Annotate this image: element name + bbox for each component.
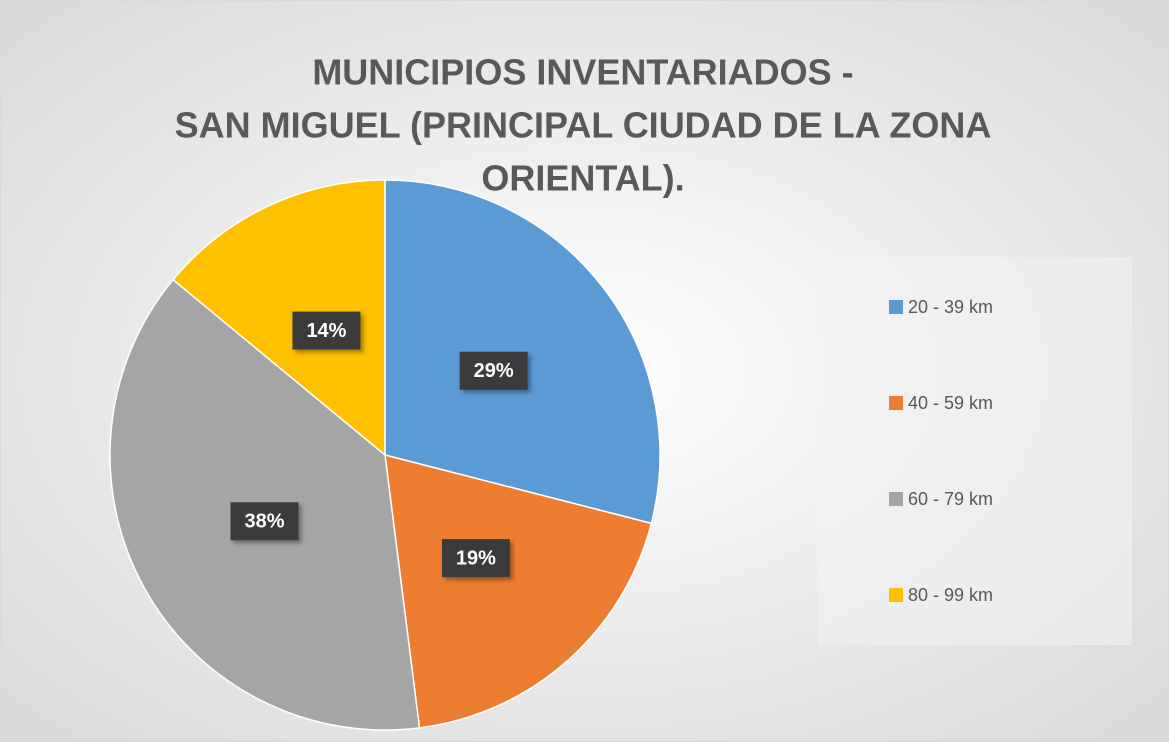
legend-box: [818, 257, 1132, 645]
pie-slice: [172, 179, 386, 457]
legend-label: 60 - 79 km: [908, 489, 993, 509]
chart-title: ORIENTAL).: [481, 158, 684, 199]
pie-slice: [384, 453, 653, 729]
chart-title: SAN MIGUEL (PRINCIPAL CIUDAD DE LA ZONA: [175, 105, 992, 146]
legend-label: 40 - 59 km: [908, 393, 993, 413]
legend-swatch: [889, 492, 903, 506]
data-label: 29%: [474, 360, 514, 382]
data-label: 14%: [306, 320, 346, 342]
legend-swatch: [889, 396, 903, 410]
data-label: 19%: [456, 547, 496, 569]
data-label-box: [459, 351, 528, 390]
legend-swatch: [889, 588, 903, 602]
data-label-box: [441, 539, 510, 578]
legend-label: 20 - 39 km: [908, 297, 993, 317]
data-label: 38%: [244, 511, 284, 533]
data-label-box: [292, 311, 361, 350]
legend-swatch: [889, 300, 903, 314]
data-label-box: [230, 502, 299, 541]
legend-label: 80 - 99 km: [908, 585, 993, 605]
chart-title: MUNICIPIOS INVENTARIADOS -: [312, 52, 853, 93]
pie-slice: [384, 179, 661, 525]
